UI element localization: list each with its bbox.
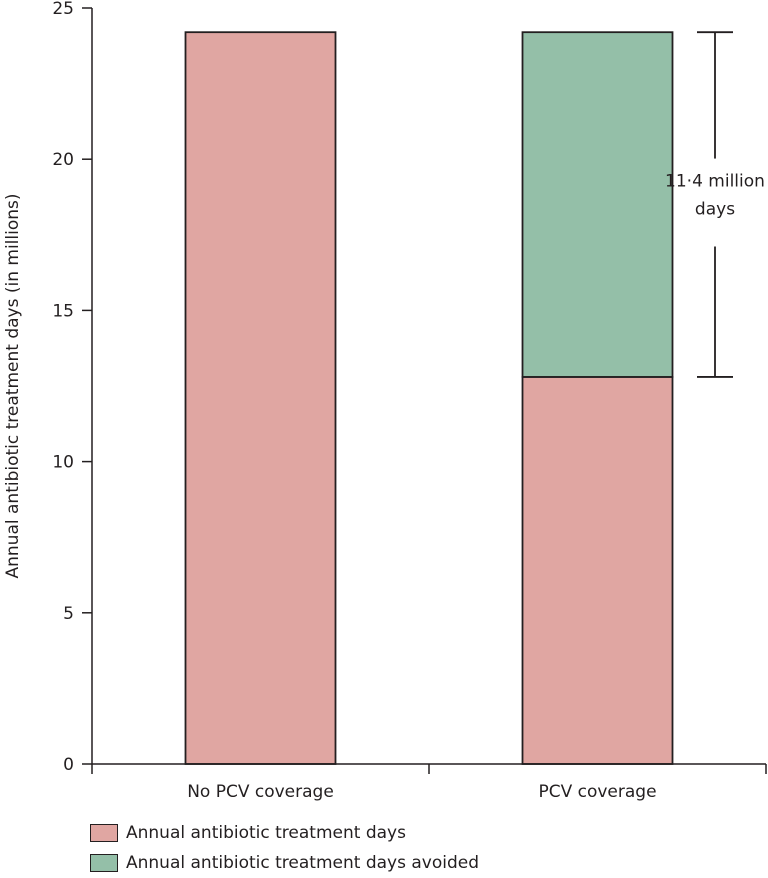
difference-annotation: 11·4 million days [665, 31, 765, 378]
legend-item-treatment-days: Annual antibiotic treatment days [90, 818, 479, 848]
legend-label: Annual antibiotic treatment days avoided [126, 853, 479, 873]
x-tick-label: No PCV coverage [187, 782, 334, 802]
y-tick-label: 25 [52, 0, 74, 19]
bar-treatment-days [521, 376, 674, 765]
legend: Annual antibiotic treatment days Annual … [90, 818, 479, 878]
y-ticks: 0 5 10 15 20 25 [52, 0, 92, 775]
bar-treatment-days [184, 31, 337, 765]
bar-chart: 0 5 10 15 20 25 No PCV coverage PCV coverage A… [3, 0, 767, 802]
legend-swatch-days-avoided [90, 854, 118, 872]
x-ticks: No PCV coverage PCV coverage [91, 764, 767, 802]
annotation-label-line2: days [695, 200, 735, 220]
x-tick-label: PCV coverage [538, 782, 656, 802]
bar-days-avoided [521, 31, 674, 378]
y-tick-label: 15 [52, 301, 74, 321]
y-axis-title: Annual antibiotic treatment days (in mil… [3, 194, 23, 579]
annotation-label-line1: 11·4 million [665, 172, 765, 192]
legend-item-days-avoided: Annual antibiotic treatment days avoided [90, 848, 479, 878]
y-tick-label: 0 [63, 755, 74, 775]
bars-group [184, 31, 674, 765]
legend-label: Annual antibiotic treatment days [126, 823, 406, 843]
y-tick-label: 20 [52, 150, 74, 170]
legend-swatch-treatment-days [90, 824, 118, 842]
y-tick-label: 5 [63, 604, 74, 624]
y-tick-label: 10 [52, 453, 74, 473]
